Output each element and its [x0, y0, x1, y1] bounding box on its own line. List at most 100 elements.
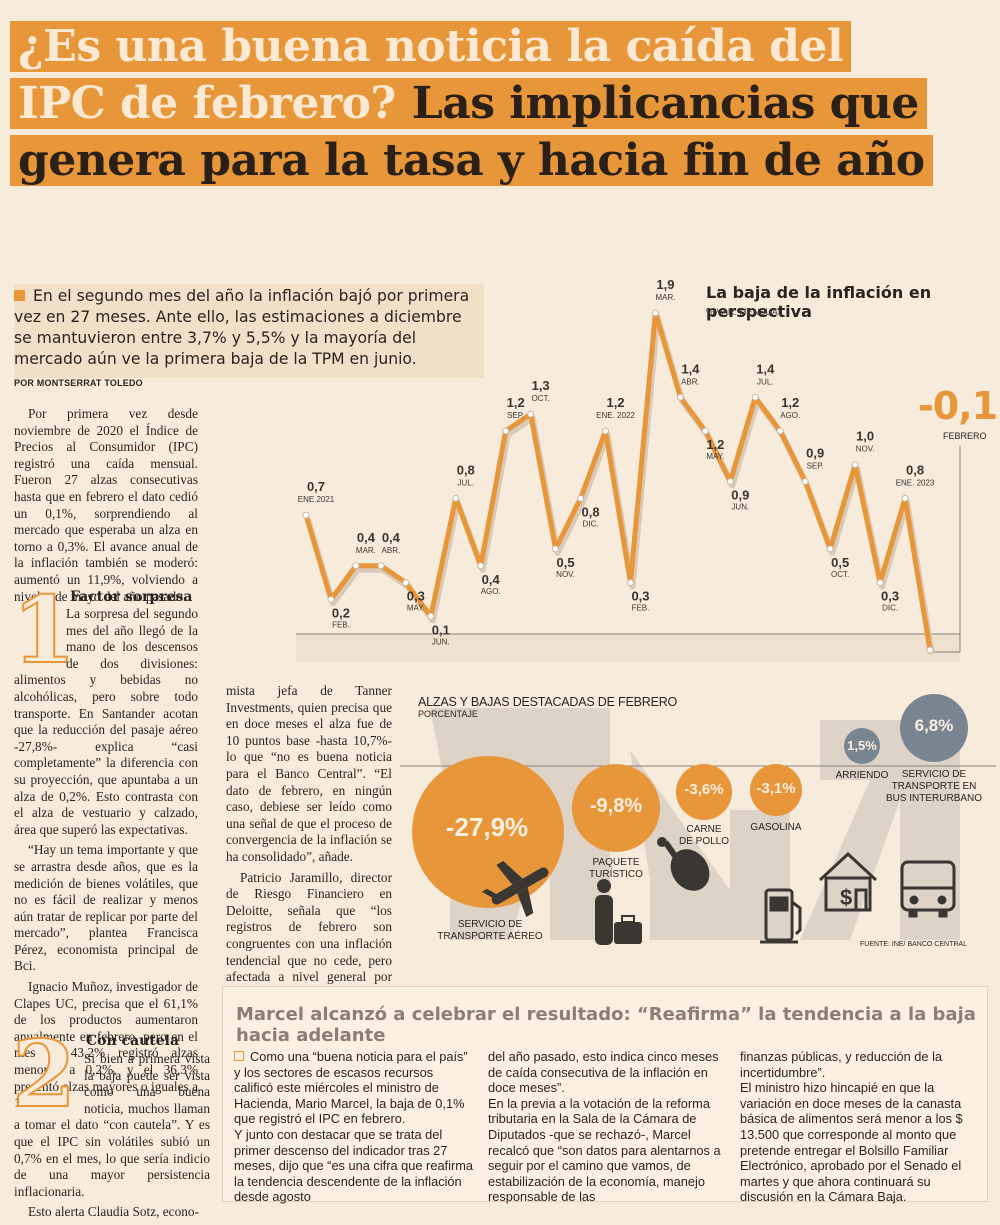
data-point — [776, 427, 784, 435]
data-point — [527, 410, 535, 418]
bus-icon — [900, 860, 956, 918]
data-label: 1,2 — [507, 395, 525, 410]
data-label: 0,9 — [731, 488, 749, 503]
airplane-icon — [481, 861, 549, 917]
box-column-3: finanzas públicas, y reducción de la inc… — [740, 1049, 976, 1205]
section-number-1: 1 — [11, 576, 77, 684]
headline-line1: ¿Es una buena noticia la caída del — [10, 21, 852, 72]
box-title: Marcel alcanzó a celebrar el resultado: … — [236, 1004, 976, 1046]
background-arrow-shape — [630, 750, 790, 940]
month-label: AGO. — [481, 587, 501, 596]
section-title-factor-sorpresa: Factor sorpresa — [70, 589, 193, 605]
bubble-value-gasolina: -3,1% — [756, 780, 796, 797]
dropcap-space — [14, 1051, 84, 1113]
month-label: ENE.2021 — [298, 495, 335, 504]
data-label: 0,1 — [432, 622, 450, 637]
byline: POR MONTSERRAT TOLEDO — [14, 378, 143, 388]
data-point — [502, 427, 510, 435]
data-point — [477, 562, 485, 570]
data-point — [602, 427, 610, 435]
month-label: DIC. — [583, 519, 599, 528]
label-line: CARNE — [686, 824, 722, 835]
data-label: 0,2 — [332, 605, 350, 620]
section-1-body: La sorpresa del segundo mes del año lleg… — [14, 606, 198, 1116]
data-label: 0,8 — [457, 462, 475, 477]
data-point — [352, 562, 360, 570]
box-column-2: del año pasado, esto indica cinco meses … — [488, 1049, 728, 1205]
month-label: OCT. — [831, 570, 849, 579]
data-point — [826, 545, 834, 553]
box-c1: Como una “buena noticia para el país” y … — [234, 1049, 468, 1127]
month-label: SEP. — [507, 411, 524, 420]
data-point — [302, 511, 310, 519]
data-label: 1,4 — [756, 361, 775, 376]
month-label: ENE. 2022 — [596, 411, 635, 420]
month-label: MAY. — [706, 452, 724, 461]
chart-ylabel: % VAR. MENSUAL — [706, 307, 783, 317]
month-label: MAY. — [407, 604, 425, 613]
box-c3b: El ministro hizo hincapié en que la vari… — [740, 1080, 963, 1205]
bubble-label-transporte-aereo: SERVICIO DE TRANSPORTE AÉREO — [430, 919, 550, 943]
data-label: 1,4 — [681, 361, 700, 376]
bubble-value-arriendo: 1,5% — [847, 738, 877, 753]
bubble-label-bus: SERVICIO DE TRANSPORTE EN BUS INTERURBANO — [884, 769, 984, 805]
box-c2b: En la previa a la votación de la reforma… — [488, 1095, 721, 1205]
col1-p1: Por primera vez desde noviembre de 2020 … — [14, 406, 198, 604]
data-label: 0,4 — [482, 572, 501, 587]
data-point — [402, 579, 410, 587]
traveler-luggage-icon — [595, 879, 642, 945]
label-line: PAQUETE — [592, 857, 640, 868]
month-label: ABR. — [681, 377, 700, 386]
chart-baseline-band — [296, 634, 960, 662]
data-label: 1,2 — [706, 437, 724, 452]
bullet-square-icon — [14, 290, 25, 301]
data-point — [651, 309, 659, 317]
month-label: SEP. — [807, 462, 824, 471]
data-label: 1,2 — [781, 395, 799, 410]
bubble-label-pollo: CARNE DE POLLO — [664, 824, 744, 848]
month-label: ENE. 2023 — [896, 478, 935, 487]
month-label: JUN. — [731, 503, 749, 512]
label-line: DE POLLO — [678, 836, 730, 847]
bubble-label-arriendo: ARRIENDO — [835, 770, 889, 781]
month-label: JUN. — [432, 637, 450, 646]
data-point — [552, 545, 560, 553]
intro-paragraph: Por primera vez desde noviembre de 2020 … — [14, 406, 198, 609]
headline: ¿Es una buena noticia la caída del IPC d… — [10, 18, 990, 189]
highlight-month: FEBRERO — [943, 431, 987, 441]
box-c1b: Y junto con destacar que se trata del pr… — [234, 1126, 473, 1205]
data-label: 0,3 — [881, 589, 899, 604]
data-point — [876, 579, 884, 587]
month-label: MAR. — [655, 293, 675, 302]
box-c2: del año pasado, esto indica cinco meses … — [488, 1049, 719, 1096]
bubble-value-bus: 6,8% — [914, 716, 954, 735]
data-label: 0,3 — [407, 589, 425, 604]
bubble-carne-pollo — [676, 764, 732, 820]
col1-s2-p2: Esto alerta Claudia Sotz, econo- — [28, 1204, 199, 1220]
bubble-label-paquete: PAQUETE TURÍSTICO — [576, 857, 656, 881]
background-arrow-shape — [800, 720, 960, 940]
inflation-line-chart: 0,7ENE.20210,2FEB.0,4MAR.0,4ABR.0,3MAY.0… — [296, 277, 961, 662]
col1-s1-p2: “Hay un tema importante y que se arrastr… — [14, 842, 198, 974]
month-label: AGO. — [780, 411, 800, 420]
label-line: SERVICIO DE — [457, 919, 523, 930]
data-point — [452, 494, 460, 502]
data-label: 0,8 — [906, 462, 924, 477]
bubble-transporte-aereo — [412, 756, 564, 908]
col1-s1-p3: Ignacio Muñoz, investigador de Clapes UC… — [14, 979, 198, 1111]
bubble-value-pollo: -3,6% — [684, 781, 724, 798]
lead-text: En el segundo mes del año la inflación b… — [14, 287, 470, 368]
data-point — [577, 494, 585, 502]
bubbles-source: FUENTE: INE/ BANCO CENTRAL — [860, 941, 967, 948]
month-label: OCT. — [532, 394, 550, 403]
fuel-pump-icon — [760, 888, 802, 944]
col2-p1: mista jefa de Tanner Investments, quien … — [226, 683, 392, 864]
bubble-arriendo — [844, 728, 880, 764]
data-point — [327, 595, 335, 603]
section-title-con-cautela: Con cautela — [86, 1033, 180, 1049]
month-label: MAR. — [356, 546, 376, 555]
bubble-bus-interurbano — [900, 694, 968, 762]
bubble-label-gasolina: GASOLINA — [750, 822, 802, 833]
box-column-1: Como una “buena noticia para el país” y … — [234, 1049, 474, 1205]
data-label: 1,2 — [606, 395, 624, 410]
